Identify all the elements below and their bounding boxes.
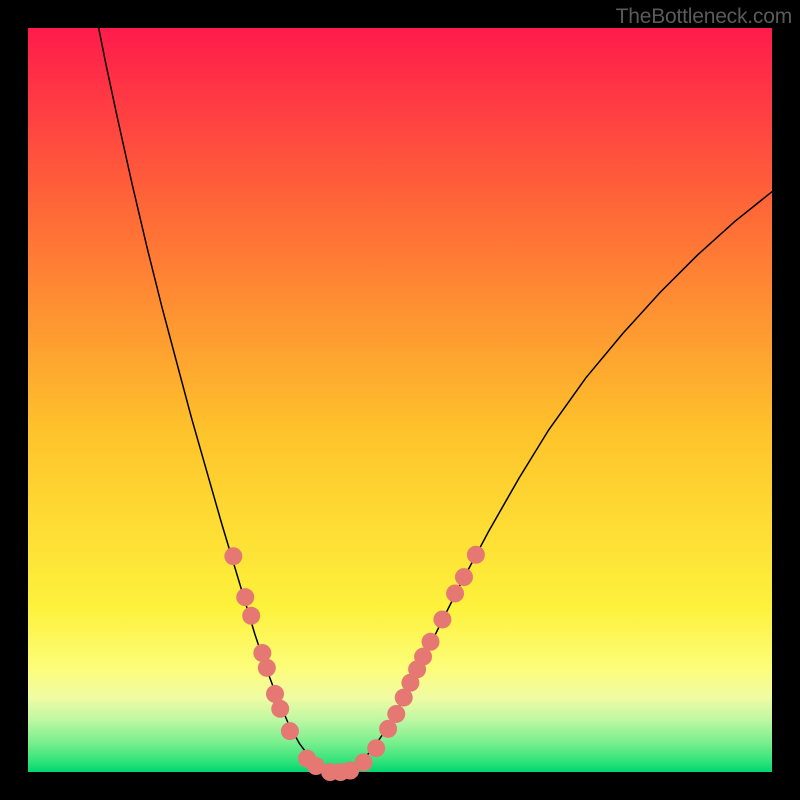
- watermark-text: TheBottleneck.com: [616, 5, 792, 29]
- chart-container: TheBottleneck.com: [0, 0, 800, 800]
- bottleneck-chart: [0, 0, 800, 800]
